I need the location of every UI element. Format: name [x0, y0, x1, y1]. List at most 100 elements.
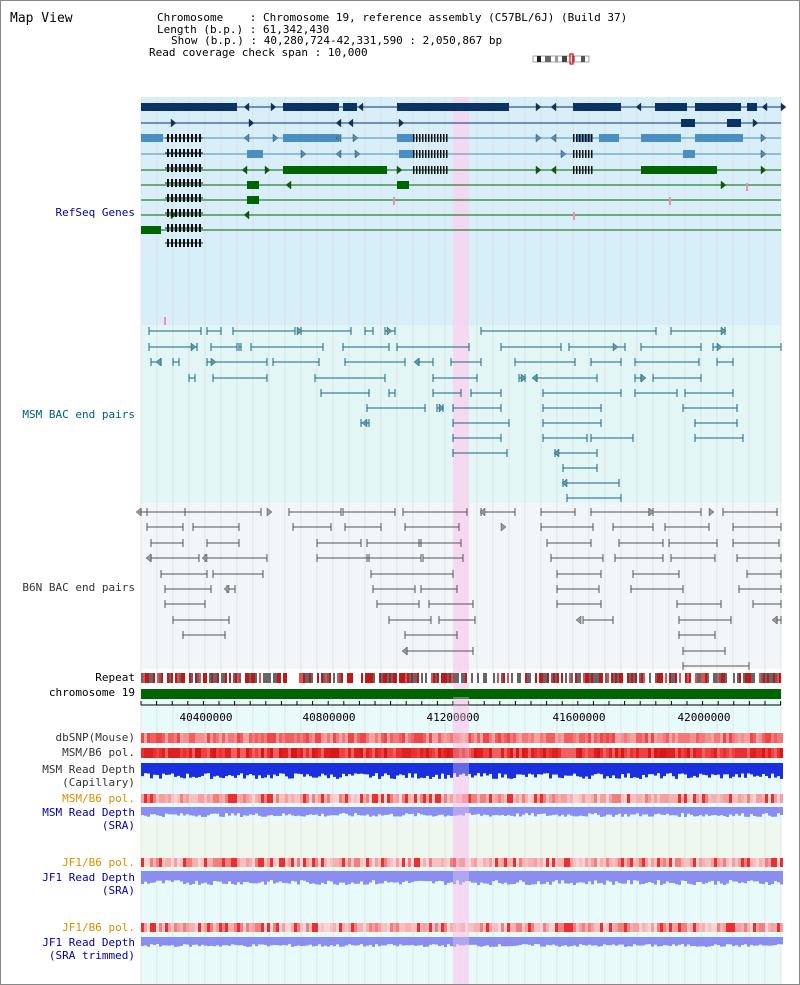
- msm-pol-sra-cell: [705, 794, 708, 803]
- msm-pol-cell: [717, 748, 720, 758]
- jf1-depth-sra-bar: [621, 871, 624, 884]
- jf1-pol-trim-cell: [228, 923, 231, 932]
- jf1-depth-trim-label[interactable]: JF1 Read Depth: [42, 936, 135, 949]
- msm-depth-sra-bar: [732, 807, 735, 817]
- msm-pol-sra-cell: [363, 794, 366, 803]
- chromosome-ideogram-icon[interactable]: [531, 53, 591, 65]
- gene-strand-arrow: [535, 165, 542, 175]
- repeat-block: [197, 673, 199, 683]
- msm-depth-cap-bar: [546, 763, 549, 774]
- msm-depth-cap-label[interactable]: MSM Read Depth: [42, 763, 135, 776]
- msm-b6-pol-label[interactable]: MSM/B6 pol.: [62, 746, 135, 759]
- msm-depth-cap-bar: [375, 763, 378, 774]
- dbsnp-label[interactable]: dbSNP(Mouse): [55, 731, 135, 744]
- jf1-pol-trim-cell: [570, 923, 573, 932]
- msm-pol-sra-cell: [603, 794, 606, 803]
- msm-depth-sra-bar: [177, 807, 180, 816]
- msm-depth-cap-bar: [642, 763, 645, 775]
- jf1-pol-sra-cell: [510, 858, 513, 867]
- msm-depth-sra-bar: [408, 807, 411, 815]
- jf1-depth-sra-bar: [363, 871, 366, 885]
- repeat-block: [417, 673, 419, 683]
- jf1-pol-trim-cell: [624, 923, 627, 932]
- refseq-genes-label[interactable]: RefSeq Genes: [55, 206, 135, 219]
- jf1-pol-trim-cell: [282, 923, 285, 932]
- msm-depth-cap-bar: [741, 763, 744, 774]
- msm-depth-cap-bar: [621, 763, 624, 775]
- msm-depth-sra-bar: [459, 807, 462, 815]
- bac-arrow: [201, 553, 208, 563]
- jf1-pol-sra-cell: [675, 858, 678, 867]
- jf1-b6-pol-trim-label[interactable]: JF1/B6 pol.: [62, 921, 135, 934]
- repeat-block: [479, 673, 481, 683]
- jf1-depth-trim-bar: [267, 937, 270, 947]
- msm-pol-cell: [594, 748, 597, 758]
- jf1-depth-sra-bar: [645, 871, 648, 883]
- dbsnp-cell: [486, 733, 489, 743]
- msm-pol-cell: [192, 748, 195, 758]
- msm-depth-cap-bar: [501, 763, 504, 778]
- jf1-depth-sra-bar: [153, 871, 156, 883]
- jf1-depth-sra-label[interactable]: JF1 Read Depth: [42, 871, 135, 884]
- msm-depth-sra-bar: [462, 807, 465, 816]
- jf1-pol-trim-cell: [705, 923, 708, 932]
- msm-bac-label[interactable]: MSM BAC end pairs: [22, 408, 135, 421]
- jf1-pol-trim-cell: [510, 923, 513, 932]
- repeat-block: [195, 673, 197, 683]
- jf1-pol-sra-cell: [519, 858, 522, 867]
- jf1-pol-trim-cell: [309, 923, 312, 932]
- jf1-depth-sra-bar: [345, 871, 348, 885]
- jf1-b6-pol-label[interactable]: JF1/B6 pol.: [62, 856, 135, 869]
- msm-pol-cell: [756, 748, 759, 758]
- msm-pol-sra-cell: [345, 794, 348, 803]
- jf1-depth-sra-bar: [732, 871, 735, 882]
- genome-browser-canvas[interactable]: 40400000 40800000 41200000 41600000 42000000: [1, 97, 800, 985]
- msm-pol-sra-cell: [477, 794, 480, 803]
- repeat-block: [491, 673, 493, 683]
- repeat-block: [227, 673, 229, 683]
- gene-exon: [437, 150, 439, 158]
- jf1-depth-trim-bar: [693, 937, 696, 946]
- jf1-depth-sra-bar: [522, 871, 525, 882]
- jf1-depth-sra-bar: [192, 871, 195, 885]
- msm-depth-sra-bar: [435, 807, 438, 816]
- msm-pol-cell: [165, 748, 168, 758]
- msm-pol-cell: [426, 748, 429, 758]
- repeat-block: [243, 673, 245, 683]
- gene-exon: [175, 149, 177, 157]
- msm-depth-cap-bar: [207, 763, 210, 774]
- jf1-pol-trim-cell: [342, 923, 345, 932]
- msm-pol-sra-cell: [633, 794, 636, 803]
- msm-depth-cap-bar: [396, 763, 399, 776]
- msm-pol-sra-cell: [354, 794, 357, 803]
- jf1-pol-trim-cell: [426, 923, 429, 932]
- msm-pol-cell: [684, 748, 687, 758]
- jf1-pol-sra-cell: [720, 858, 723, 867]
- msm-pol-sra-cell: [366, 794, 369, 803]
- dbsnp-cell: [591, 733, 594, 743]
- b6n-bac-label[interactable]: B6N BAC end pairs: [22, 581, 135, 594]
- msm-pol-sra-cell: [537, 794, 540, 803]
- repeat-block: [513, 673, 515, 683]
- dbsnp-cell: [732, 733, 735, 743]
- dbsnp-cell: [519, 733, 522, 743]
- jf1-depth-sra-bar: [576, 871, 579, 883]
- jf1-pol-sra-cell: [636, 858, 639, 867]
- msm-depth-sra-bar: [198, 807, 201, 816]
- jf1-pol-trim-cell: [285, 923, 288, 932]
- jf1-pol-sra-cell: [387, 858, 390, 867]
- msm-depth-sra-label[interactable]: MSM Read Depth: [42, 806, 135, 819]
- jf1-pol-sra-cell: [210, 858, 213, 867]
- jf1-pol-trim-cell: [141, 923, 144, 932]
- msm-pol-cell: [447, 748, 450, 758]
- msm-depth-cap-bar: [531, 763, 534, 775]
- repeat-block: [757, 673, 759, 683]
- msm-b6-pol-sra-label[interactable]: MSM/B6 pol.: [62, 792, 135, 805]
- msm-depth-cap-bar: [612, 763, 615, 776]
- jf1-depth-sra-bar: [372, 871, 375, 881]
- msm-pol-sra-cell: [159, 794, 162, 803]
- jf1-depth-trim-bar: [387, 937, 390, 945]
- msm-pol-sra-cell: [231, 794, 234, 803]
- jf1-depth-trim-bar: [330, 937, 333, 946]
- jf1-depth-sra-bar: [723, 871, 726, 885]
